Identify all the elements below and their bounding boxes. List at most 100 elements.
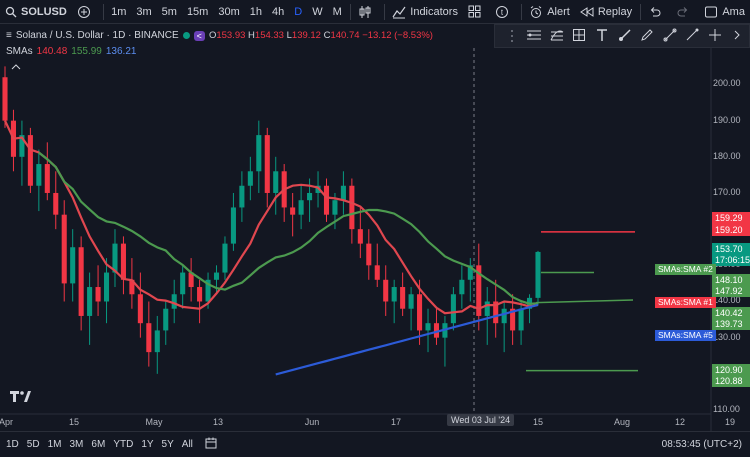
measure-icon [685,28,699,45]
range-1d[interactable]: 1D [6,439,19,450]
interval-4h[interactable]: 4h [272,5,285,18]
interval-5m[interactable]: 5m [161,5,177,18]
brush-tool[interactable] [614,25,636,47]
collapse-legend-button[interactable] [10,63,24,73]
templates-button[interactable]: t [490,0,518,24]
candle-body [374,265,380,280]
interval-30m[interactable]: 30m [218,5,240,18]
trend-line-icon [663,28,677,45]
redo-button[interactable] [671,0,699,24]
candle-body [510,308,516,331]
more-tools[interactable] [726,25,748,47]
replay-button[interactable]: Replay [575,0,637,24]
trend-line-tool[interactable] [659,25,681,47]
tradingview-logo[interactable] [10,391,32,406]
crosshair-date-label: Wed 03 Jul '24 [447,414,515,426]
sma1-price-label: 140.42 [712,307,750,319]
range-all[interactable]: All [181,439,193,450]
projection-line-green-2 [535,299,634,304]
range-ytd[interactable]: YTD [113,439,134,450]
legend-collapse-icon[interactable]: ≡ [6,30,12,41]
high-key: H [248,30,255,41]
series-title: Solana / U.S. Dollar · 1D · BINANCE [15,30,179,41]
sma-1-line [4,120,539,315]
alert-button[interactable]: Alert [524,0,575,24]
candle-body [53,192,59,215]
candle-body [298,200,304,215]
interval-1m[interactable]: 1m [111,5,127,18]
candle-body [273,171,279,193]
fib-tool[interactable] [546,25,568,47]
sma1-value: 140.48 [36,46,68,57]
close-key: C [323,30,331,41]
candle-body [518,308,524,331]
price-tick: 110.00 [713,404,740,414]
candle-body [163,308,169,331]
candle-body [501,308,507,324]
range-3m[interactable]: 3M [69,439,84,450]
range-5d[interactable]: 5D [26,439,40,450]
time-tick: 12 [674,417,686,427]
search-icon [5,6,17,18]
sma-label: SMAs [6,46,33,57]
symbol-search[interactable]: SOLUSD [0,0,72,24]
candle-body [103,272,110,302]
price-chart[interactable] [0,48,750,431]
candle-body [264,135,270,193]
candle-body [315,185,321,193]
open-value: 153.93 [216,30,246,41]
top-toolbar: SOLUSD 1m 3m 5m 15m 30m 1h 4h D W M Indi… [0,0,750,24]
patterns-tool[interactable] [569,25,591,47]
candle-body [171,294,177,309]
candle-body [391,287,397,302]
indicators-button[interactable]: Indicators [387,0,463,24]
goto-date-button[interactable] [205,437,217,452]
measure-tool[interactable] [681,25,703,47]
range-1y[interactable]: 1Y [141,439,154,450]
horizontal-lines-icon [526,28,542,45]
interval-m[interactable]: M [332,5,342,18]
replay-badge[interactable]: < [193,30,205,41]
sma-legend[interactable]: SMAs 140.48 155.99 136.21 [6,46,136,57]
time-tick: Jun [304,417,320,427]
candle-body [154,330,160,353]
chart-type-button[interactable] [353,0,381,24]
candle-body [27,135,33,186]
account-button[interactable]: Ama [699,0,750,24]
interval-15m[interactable]: 15m [186,5,209,18]
sma-5-line [275,303,539,376]
candle-body [213,272,220,280]
text-tool[interactable] [591,25,613,47]
time-tick: 15 [68,417,80,427]
undo-button[interactable] [643,0,671,24]
trend-lines-tool[interactable] [524,25,546,47]
sma2-tag: SMAs:SMA #2 [655,264,716,275]
candle-body [307,192,313,201]
compare-button[interactable] [72,0,100,24]
layouts-button[interactable] [463,0,490,24]
candle-body [222,243,228,273]
indicators-icon [392,5,406,19]
crosshair-tool[interactable] [704,25,726,47]
candle-body [290,207,296,215]
candle-body [87,287,93,316]
replay-icon [579,5,594,19]
range-6m[interactable]: 6M [91,439,106,450]
plus-circle-icon [77,5,91,19]
interval-d[interactable]: D [294,5,303,18]
drag-handle[interactable] [501,25,523,47]
interval-1h[interactable]: 1h [249,5,262,18]
pencil-tool[interactable] [636,25,658,47]
price-tick: 140.00 [713,295,741,306]
candle-body [408,294,414,309]
bottom-toolbar: 1D 5D 1M 3M 6M YTD 1Y 5Y All 08:53:45 (U… [0,431,750,457]
interval-3m[interactable]: 3m [136,5,152,18]
symbol-label: SOLUSD [21,5,67,18]
candle-body [459,279,465,295]
timezone-clock[interactable]: 08:53:45 (UTC+2) [661,439,742,450]
candle-body [205,279,211,302]
time-tick: 19 [724,417,736,427]
range-5y[interactable]: 5Y [161,439,174,450]
range-1m[interactable]: 1M [47,439,62,450]
interval-w[interactable]: W [312,5,323,18]
